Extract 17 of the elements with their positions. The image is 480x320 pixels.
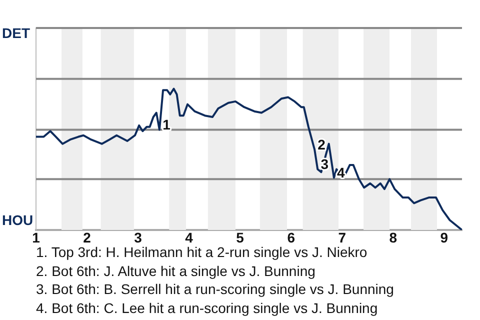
text: 1. Top 3rd: H. Heilmann hit a 2-run single vs J. Niekro (36, 244, 368, 260)
annotation: 1 (162, 116, 171, 133)
x-tick-label: 1 (32, 229, 40, 246)
x-tick-label: 3 (134, 229, 142, 246)
x-tick-label: 2 (83, 229, 92, 246)
x-tick-label: 9 (440, 229, 448, 246)
x-tick-label: 8 (389, 229, 398, 246)
x-tick-label: 6 (287, 229, 296, 246)
x-tick-label: 5 (236, 229, 244, 246)
x-tick-label: 4 (185, 229, 194, 246)
x-tick-label: 7 (338, 229, 346, 246)
text: 4. Bot 6th: C. Lee hit a run-scoring single vs J. Bunning (36, 298, 379, 317)
text: 3. Bot 6th: B. Serrell hit a run-scoring single vs J. Bunning (36, 280, 394, 298)
text: 2. Bot 6th: J. Altuve hit a single vs J. Bunning (36, 262, 316, 280)
annotation: 2 (318, 136, 326, 152)
text: HOU (2, 212, 34, 228)
ref-line-label: DET (2, 24, 30, 41)
